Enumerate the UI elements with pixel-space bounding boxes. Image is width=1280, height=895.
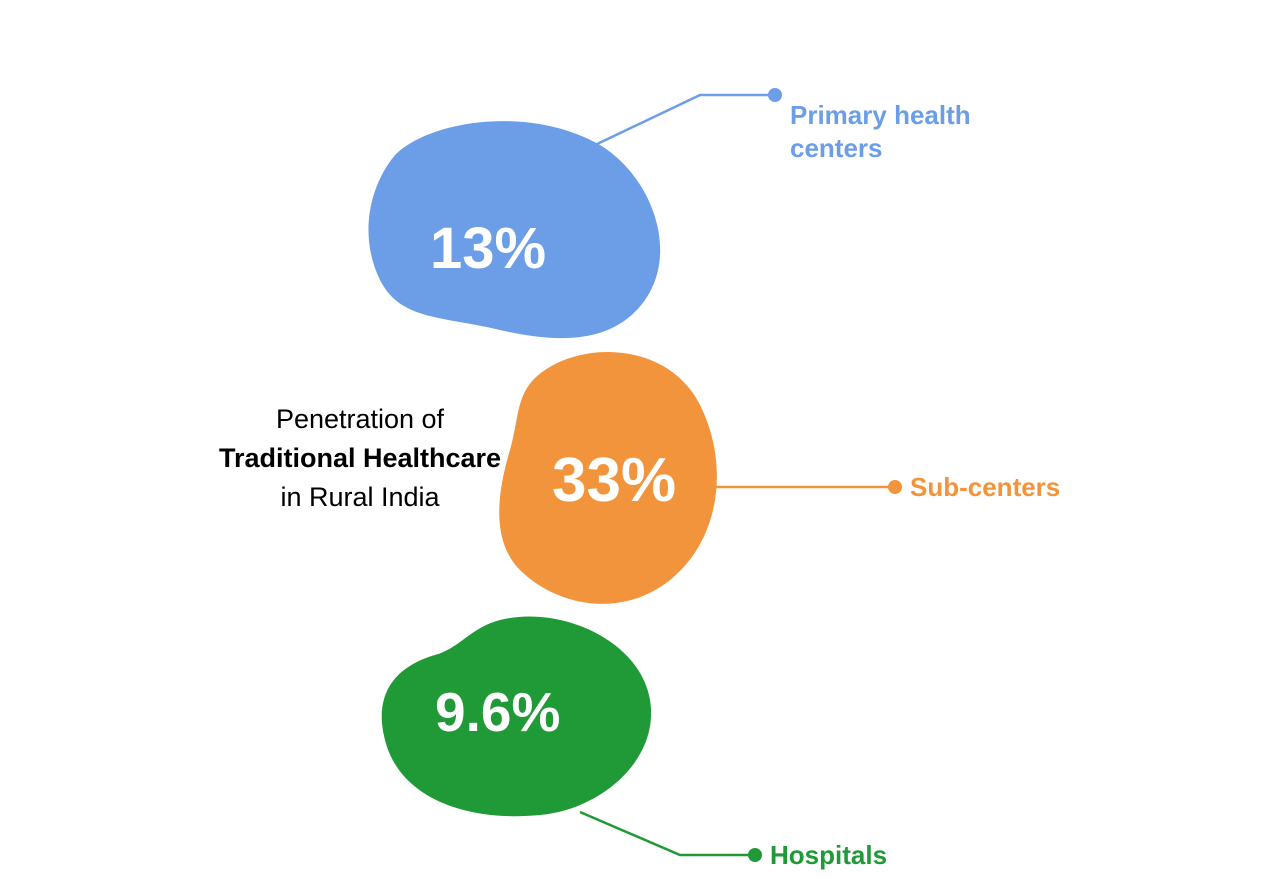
leader-dot-hospitals xyxy=(748,848,762,862)
leader-line-primary xyxy=(595,95,770,145)
label-hospitals: Hospitals xyxy=(770,839,887,872)
label-primary: Primary healthcenters xyxy=(790,99,971,164)
value-subcenters: 33% xyxy=(552,445,676,516)
chart-title: Penetration of Traditional Healthcare in… xyxy=(190,400,530,517)
leader-dot-primary xyxy=(768,88,782,102)
value-primary: 13% xyxy=(430,215,546,282)
value-hospitals: 9.6% xyxy=(435,680,560,744)
leader-dot-subcenters xyxy=(888,480,902,494)
title-line3: in Rural India xyxy=(190,478,530,517)
title-line2: Traditional Healthcare xyxy=(190,439,530,478)
title-line1: Penetration of xyxy=(190,400,530,439)
leader-line-hospitals xyxy=(580,812,750,855)
label-subcenters: Sub-centers xyxy=(910,471,1060,504)
